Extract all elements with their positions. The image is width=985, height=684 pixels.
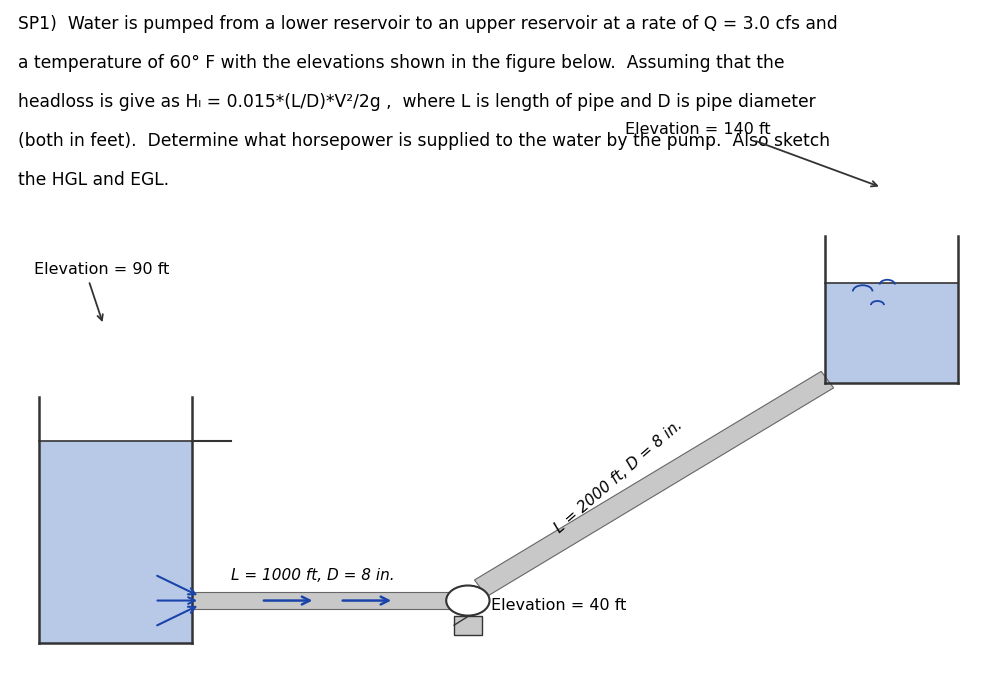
Text: Elevation = 90 ft: Elevation = 90 ft [34,262,169,277]
Bar [825,283,958,383]
Text: Elevation = 40 ft: Elevation = 40 ft [491,598,625,613]
Text: L = 1000 ft, D = 8 in.: L = 1000 ft, D = 8 in. [231,568,395,583]
Text: a temperature of 60° F with the elevations shown in the figure below.  Assuming : a temperature of 60° F with the elevatio… [18,54,784,72]
Text: SP1)  Water is pumped from a lower reservoir to an upper reservoir at a rate of : SP1) Water is pumped from a lower reserv… [18,15,837,33]
Bar [39,441,192,473]
Text: L = 2000 ft, D = 8 in.: L = 2000 ft, D = 8 in. [552,418,686,536]
Text: (both in feet).  Determine what horsepower is supplied to the water by the pump.: (both in feet). Determine what horsepowe… [18,132,829,150]
Bar [825,283,958,309]
Bar [192,592,455,609]
Text: headloss is give as Hₗ = 0.015*(L/D)*V²/2g ,  where L is length of pipe and D is: headloss is give as Hₗ = 0.015*(L/D)*V²/… [18,93,816,111]
Polygon shape [475,371,833,596]
Bar [39,441,192,643]
Bar [454,616,482,635]
Text: Elevation = 140 ft: Elevation = 140 ft [625,122,771,137]
Text: the HGL and EGL.: the HGL and EGL. [18,171,168,189]
Circle shape [446,586,490,616]
